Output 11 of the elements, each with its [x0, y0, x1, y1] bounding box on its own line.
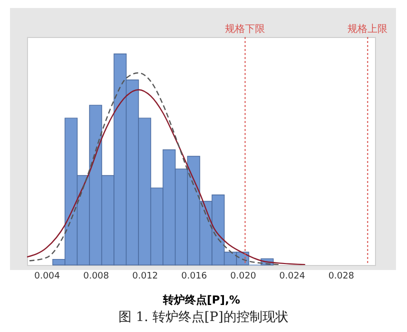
x-axis-title: 转炉终点[P],%: [162, 294, 240, 306]
x-tick-label: 0.016: [181, 272, 208, 282]
ref-line-label: 规格下限: [225, 23, 266, 35]
x-tick-label: 0.028: [328, 272, 354, 282]
x-tick-label: 0.024: [279, 272, 306, 282]
x-tick-label: 0.012: [132, 272, 158, 282]
x-tick-label: 0.020: [230, 272, 256, 282]
x-tick-label: 0.008: [83, 272, 110, 282]
x-tick-label: 0.004: [34, 272, 60, 282]
ref-line-label: 规格上限: [348, 23, 388, 35]
caption: 图 1. 转炉终点[P]的控制现状: [118, 309, 290, 326]
